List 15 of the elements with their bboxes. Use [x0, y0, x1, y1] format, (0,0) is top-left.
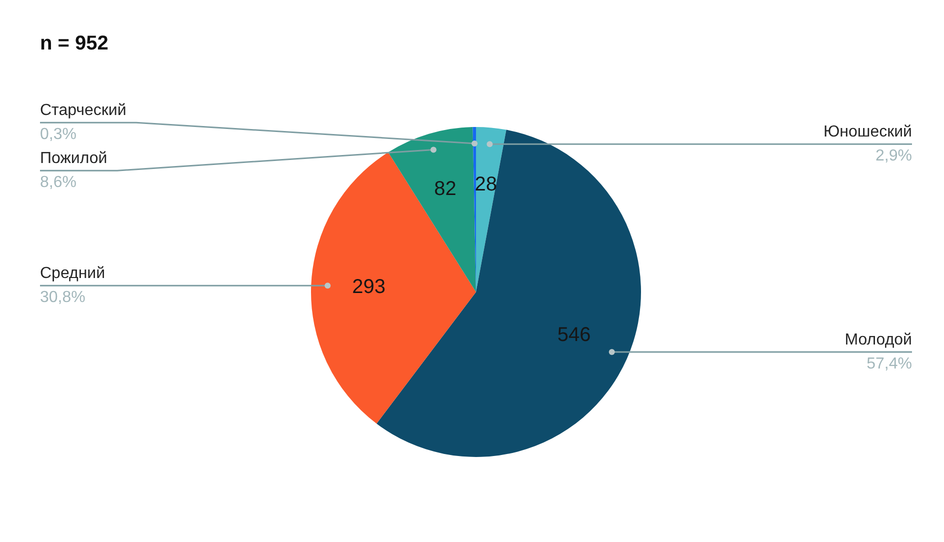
slice-label: Молодой	[844, 331, 912, 348]
text: 57,4%	[866, 355, 912, 372]
text: 2,9%	[876, 148, 912, 165]
slice-label: Старческий	[40, 102, 126, 120]
data-label: 28	[474, 174, 498, 196]
chart-title: n = 952	[40, 32, 108, 55]
slice-label: Средний	[40, 265, 106, 282]
slice-label: Юношеский	[823, 124, 912, 141]
data-label: 82	[434, 178, 456, 200]
text: 8,6%	[40, 174, 76, 192]
text: 30,8%	[40, 289, 86, 306]
data-label: 546	[557, 324, 591, 346]
text: 0,3%	[40, 126, 76, 144]
slice-label: Пожилой	[40, 150, 108, 168]
data-label: 293	[352, 276, 386, 298]
